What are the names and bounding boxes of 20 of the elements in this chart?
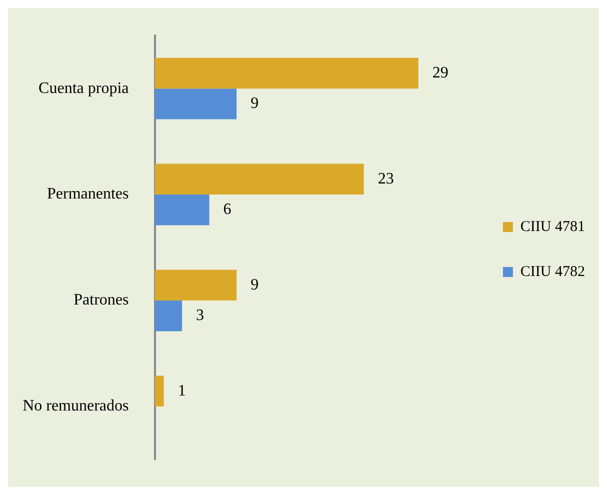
- data-label: 1: [178, 382, 186, 400]
- data-label: 9: [250, 276, 259, 294]
- bar: [154, 58, 418, 89]
- legend-label: CIIU 4781: [520, 218, 585, 235]
- data-label: 29: [432, 64, 448, 82]
- bar: [154, 270, 237, 300]
- y-tick-label: Patrones: [74, 292, 129, 309]
- bar: [154, 194, 210, 226]
- data-label: 3: [196, 307, 204, 324]
- y-tick-label: Cuenta propia: [38, 80, 129, 97]
- bar: [154, 88, 237, 120]
- bar: [154, 300, 182, 332]
- bar: [154, 376, 164, 406]
- y-tick-label: No remunerados: [22, 398, 129, 415]
- legend-label: CIIU 4782: [520, 264, 585, 280]
- data-label: 6: [223, 201, 232, 218]
- data-label: 23: [378, 170, 394, 188]
- data-label: 9: [250, 95, 259, 112]
- bar: [154, 164, 364, 195]
- y-tick-label: Permanentes: [47, 186, 129, 203]
